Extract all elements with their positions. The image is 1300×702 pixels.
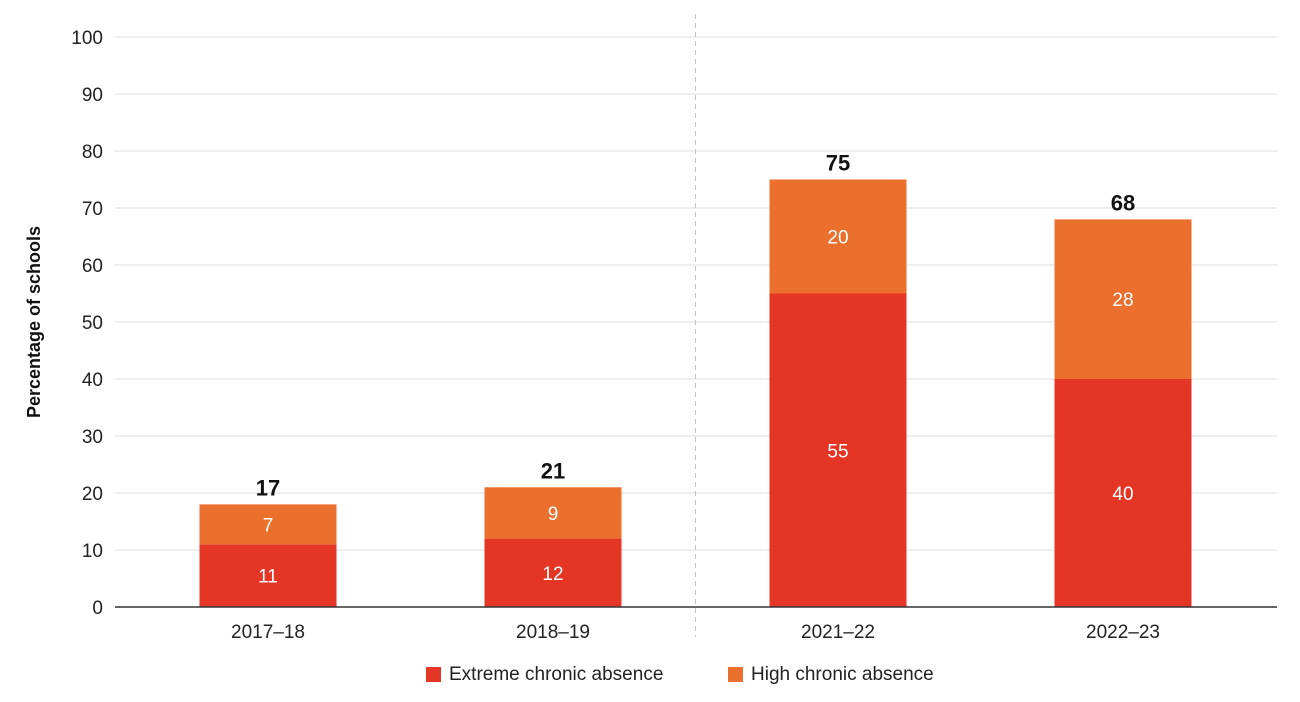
legend-label: Extreme chronic absence <box>449 664 663 685</box>
y-tick-label: 100 <box>71 28 103 49</box>
bar-segment-label: 7 <box>263 515 274 536</box>
y-tick-label: 60 <box>82 256 103 277</box>
bar-segment-label: 40 <box>1112 484 1133 505</box>
bar-segment <box>1054 219 1192 379</box>
y-tick-label: 0 <box>92 598 103 619</box>
x-tick-label: 2022–23 <box>1086 622 1160 643</box>
bar-segment-label: 12 <box>542 564 563 585</box>
x-tick-label: 2018–19 <box>516 622 590 643</box>
bar-segment-label: 11 <box>258 567 278 588</box>
bar-segment-label: 55 <box>827 441 848 462</box>
y-tick-label: 30 <box>82 427 103 448</box>
bar-segment <box>769 293 907 607</box>
y-tick-label: 80 <box>82 142 103 163</box>
bar-segment-label: 28 <box>1112 290 1133 311</box>
bar-segment <box>199 504 337 545</box>
legend-swatch <box>728 667 743 682</box>
x-tick-label: 2021–22 <box>801 622 875 643</box>
bar-segment-label: 9 <box>548 504 559 525</box>
x-tick-label: 2017–18 <box>231 622 305 643</box>
y-axis-title: Percentage of schools <box>24 226 44 418</box>
bar-total-label: 17 <box>256 475 280 500</box>
bar-segment <box>484 538 622 607</box>
y-tick-label: 20 <box>82 484 103 505</box>
legend-swatch <box>426 667 441 682</box>
bar-segment <box>769 179 907 294</box>
y-tick-label: 90 <box>82 85 103 106</box>
y-tick-label: 70 <box>82 199 103 220</box>
bar-segment <box>199 544 337 607</box>
bar-segment <box>484 487 622 539</box>
bar-segment-label: 20 <box>827 228 848 249</box>
bar-total-label: 75 <box>826 151 850 176</box>
y-tick-label: 40 <box>82 370 103 391</box>
y-tick-label: 10 <box>82 541 103 562</box>
bar-total-label: 21 <box>541 458 565 483</box>
bar-segment <box>1054 379 1192 607</box>
y-tick-label: 50 <box>82 313 103 334</box>
bar-total-label: 68 <box>1111 190 1135 215</box>
legend-label: High chronic absence <box>751 664 934 685</box>
